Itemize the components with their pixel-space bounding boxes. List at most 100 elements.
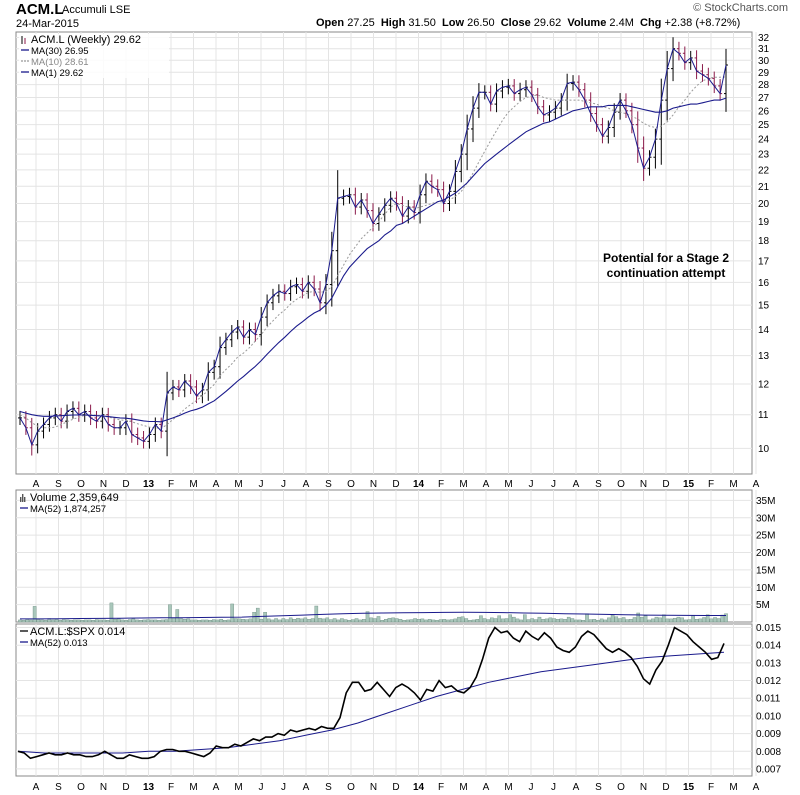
price-tick-label: 12	[758, 379, 770, 390]
volume-bar	[519, 619, 523, 623]
ratio-month-label: N	[640, 782, 647, 793]
volume-bar	[603, 619, 608, 623]
volume-bar	[533, 619, 538, 623]
price-month-label: 14	[413, 479, 425, 490]
price-month-label: J	[281, 479, 286, 490]
ratio-month-label: M	[504, 782, 512, 793]
volume-bar	[292, 619, 297, 623]
volume-tick-label: 5M	[756, 600, 770, 611]
price-tick-label: 19	[758, 217, 770, 228]
price-month-label: A	[213, 479, 220, 490]
volume-bar	[190, 619, 194, 623]
volume-bar	[149, 619, 154, 623]
volume-bar	[131, 618, 136, 623]
low-value: 26.50	[467, 17, 495, 29]
volume-bar	[610, 614, 615, 623]
price-tick-label: 18	[758, 236, 770, 247]
volume-bar	[508, 614, 512, 623]
price-month-label: S	[55, 479, 62, 490]
volume-bar	[274, 618, 278, 623]
volume-bar	[376, 616, 381, 623]
price-month-label: N	[640, 479, 647, 490]
price-month-label: J	[529, 479, 534, 490]
price-month-label: M	[729, 479, 737, 490]
close-value: 29.62	[533, 17, 562, 29]
volume-bar	[76, 619, 81, 623]
ratio-month-label: A	[573, 782, 580, 793]
volume-bar	[36, 619, 41, 623]
annotation-text-line2: continuation attempt	[607, 266, 726, 280]
volume-bar	[241, 619, 245, 623]
volume-bar	[146, 619, 150, 623]
price-month-label: D	[662, 479, 669, 490]
volume-bar	[153, 619, 158, 623]
price-month-label: D	[122, 479, 129, 490]
volume-bar	[625, 619, 630, 623]
volume-bar	[607, 617, 611, 623]
ratio-month-label: 13	[143, 782, 155, 793]
volume-bar	[526, 619, 531, 623]
volume-bar	[654, 616, 659, 623]
volume-bar	[336, 619, 341, 623]
volume-bar	[299, 618, 304, 623]
ratio-month-axis: A S O N D 13 F M A M J J A S O N D 14 F M A M J J A S O N D 15 F M A	[33, 782, 760, 793]
ratio-tick-label: 0.011	[756, 694, 781, 705]
legend-swatch	[24, 497, 26, 502]
price-tick-label: 16	[758, 278, 770, 289]
ma1-line	[19, 47, 727, 447]
volume-bar	[665, 618, 670, 623]
volume-bar	[175, 609, 180, 623]
volume-bar	[563, 619, 567, 623]
volume-bar	[201, 619, 205, 623]
volume-bar	[380, 620, 384, 623]
ratio-month-label: N	[100, 782, 107, 793]
ma10-line	[19, 76, 727, 429]
ratio-month-label: N	[370, 782, 377, 793]
volume-bar	[362, 619, 366, 623]
volume-bar	[237, 618, 242, 623]
price-month-label: M	[234, 479, 242, 490]
ratio-month-label: J	[281, 782, 286, 793]
volume-bar	[288, 617, 293, 623]
volume-bar	[105, 620, 110, 623]
legend-label: MA(1) 29.62	[31, 68, 83, 79]
ratio-month-label: A	[483, 782, 490, 793]
volume-bar	[570, 618, 575, 623]
volume-bar	[109, 602, 114, 623]
ratio-month-label: F	[708, 782, 714, 793]
volume-bar	[391, 617, 395, 623]
volume-bar	[504, 618, 509, 623]
price-month-label: S	[325, 479, 332, 490]
volume-bar	[493, 618, 498, 623]
volume-bar	[694, 619, 699, 623]
ratio-line	[17, 626, 725, 760]
ratio-month-label: F	[168, 782, 174, 793]
volume-bar	[197, 620, 202, 623]
open-value: 27.25	[347, 17, 375, 29]
volume-bar	[559, 618, 564, 623]
volume-bar	[58, 620, 63, 623]
volume-bar	[669, 618, 673, 623]
price-tick-label: 32	[758, 33, 770, 44]
price-tick-label: 21	[758, 182, 770, 193]
volume-bar	[80, 620, 84, 623]
ratio-month-label: 15	[683, 782, 695, 793]
ratio-month-label: S	[55, 782, 62, 793]
price-tick-label: 24	[758, 135, 770, 146]
ratio-month-label: J	[259, 782, 264, 793]
volume-bar	[32, 606, 37, 623]
volume-bar	[486, 619, 491, 623]
volume-bar	[193, 619, 198, 623]
volume-bar	[186, 618, 191, 623]
volume-bar	[230, 603, 234, 623]
volume-bar	[431, 619, 436, 623]
price-tick-label: 11	[758, 410, 769, 421]
price-tick-label: 30	[758, 56, 770, 67]
ratio-month-label: M	[234, 782, 242, 793]
ratio-tick-label: 0.008	[756, 747, 781, 758]
volume-bar	[530, 618, 534, 623]
volume-bar	[651, 618, 655, 623]
volume-bar	[65, 619, 70, 623]
ratio-month-label: M	[189, 782, 197, 793]
